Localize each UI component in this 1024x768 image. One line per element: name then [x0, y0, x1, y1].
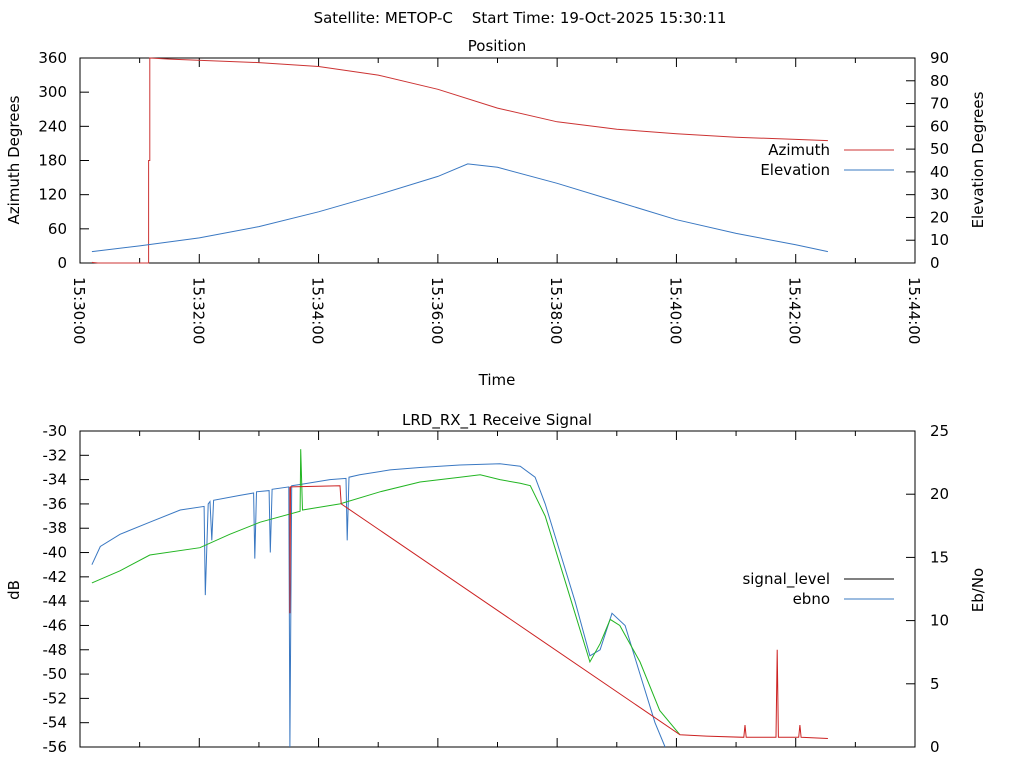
y-tick-label: -46	[43, 616, 68, 634]
y2-tick-label: 70	[930, 95, 949, 113]
y-tick-label: 240	[38, 117, 67, 135]
legend-label: ebno	[793, 590, 830, 608]
y-tick-label: -38	[43, 519, 68, 537]
y2-tick-label: 15	[930, 548, 949, 566]
series-line-azimuth	[91, 57, 828, 264]
y-tick-label: -56	[43, 738, 68, 756]
y-tick-label: 360	[38, 49, 67, 67]
y2-tick-label: 20	[930, 208, 949, 226]
legend-label: Elevation	[760, 161, 830, 179]
y2-tick-label: 60	[930, 117, 949, 135]
legend-label: signal_level	[742, 570, 830, 589]
signal-y2label: Eb/No	[969, 568, 987, 612]
x-tick-label: 15:42:00	[786, 277, 804, 344]
y2-tick-label: 0	[930, 254, 940, 272]
y-tick-label: -54	[43, 714, 68, 732]
y2-tick-label: 40	[930, 163, 949, 181]
y2-tick-label: 25	[930, 422, 949, 440]
y-tick-label: -42	[43, 568, 68, 586]
x-tick-label: 15:32:00	[189, 277, 207, 344]
y2-tick-label: 0	[930, 738, 940, 756]
y-tick-label: 300	[38, 83, 67, 101]
y2-tick-label: 5	[930, 675, 940, 693]
y-tick-label: 120	[38, 186, 67, 204]
y-tick-label: -32	[43, 446, 68, 464]
series-line-elevation	[91, 163, 829, 253]
y-tick-label: -40	[43, 544, 68, 562]
position-title: Position	[468, 37, 526, 55]
position-ylabel: Azimuth Degrees	[5, 95, 23, 224]
position-xlabel: Time	[478, 371, 516, 389]
y-tick-label: 180	[38, 152, 67, 170]
y-tick-label: -52	[43, 689, 68, 707]
header-title: Satellite: METOP-C Start Time: 19-Oct-20…	[314, 9, 727, 27]
position-y2label: Elevation Degrees	[969, 91, 987, 228]
series-line-blue-trace	[91, 463, 666, 748]
y-tick-label: -34	[43, 471, 68, 489]
signal-ylabel: dB	[5, 580, 23, 600]
y2-tick-label: 10	[930, 231, 949, 249]
y2-tick-label: 50	[930, 140, 949, 158]
y2-tick-label: 20	[930, 485, 949, 503]
y2-tick-label: 30	[930, 186, 949, 204]
signal-title: LRD_RX_1 Receive Signal	[402, 411, 592, 430]
y-tick-label: -48	[43, 641, 68, 659]
x-tick-label: 15:44:00	[905, 277, 923, 344]
y2-tick-label: 10	[930, 612, 949, 630]
x-tick-label: 15:38:00	[547, 277, 565, 344]
series-line-red-trace	[289, 485, 828, 739]
y-tick-label: 0	[57, 254, 67, 272]
y-tick-label: -30	[43, 422, 68, 440]
y2-tick-label: 90	[930, 49, 949, 67]
x-tick-label: 15:30:00	[70, 277, 88, 344]
x-tick-label: 15:34:00	[309, 277, 327, 344]
y-tick-label: 60	[48, 220, 67, 238]
y-tick-label: -36	[43, 495, 68, 513]
series-line-green-trace	[91, 449, 681, 736]
x-tick-label: 15:36:00	[428, 277, 446, 344]
y-tick-label: -44	[43, 592, 68, 610]
legend-label: Azimuth	[768, 141, 830, 159]
y2-tick-label: 80	[930, 72, 949, 90]
y-tick-label: -50	[43, 665, 68, 683]
x-tick-label: 15:40:00	[666, 277, 684, 344]
